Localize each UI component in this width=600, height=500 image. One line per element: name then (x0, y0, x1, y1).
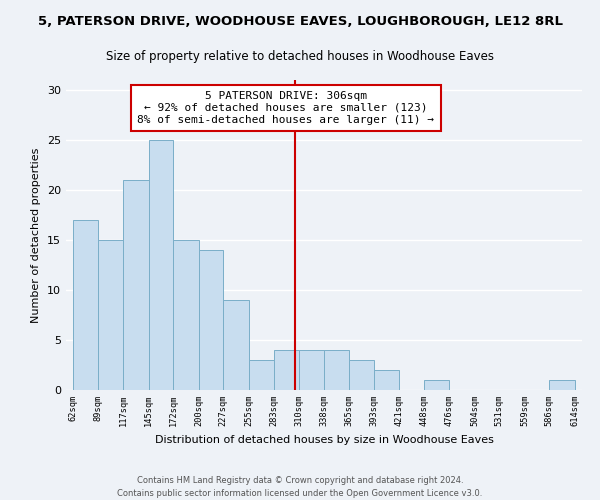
Bar (223, 300, 248, 390)
Bar (123, 180, 149, 390)
Text: 5, PATERSON DRIVE, WOODHOUSE EAVES, LOUGHBOROUGH, LE12 8RL: 5, PATERSON DRIVE, WOODHOUSE EAVES, LOUG… (37, 15, 563, 28)
Bar (173, 240, 199, 390)
Bar (324, 350, 349, 390)
Bar (549, 380, 575, 390)
X-axis label: Distribution of detached houses by size in Woodhouse Eaves: Distribution of detached houses by size … (155, 434, 493, 444)
Bar (98, 240, 123, 390)
Y-axis label: Number of detached properties: Number of detached properties (31, 148, 41, 322)
Bar (424, 380, 449, 390)
Bar (248, 360, 274, 390)
Bar (73, 220, 98, 390)
Bar (199, 250, 223, 390)
Bar (299, 350, 324, 390)
Text: Size of property relative to detached houses in Woodhouse Eaves: Size of property relative to detached ho… (106, 50, 494, 63)
Bar (349, 360, 374, 390)
Text: 5 PATERSON DRIVE: 306sqm
← 92% of detached houses are smaller (123)
8% of semi-d: 5 PATERSON DRIVE: 306sqm ← 92% of detach… (137, 92, 434, 124)
Bar (149, 140, 173, 390)
Text: Contains HM Land Registry data © Crown copyright and database right 2024.
Contai: Contains HM Land Registry data © Crown c… (118, 476, 482, 498)
Bar (374, 370, 400, 390)
Bar (274, 350, 299, 390)
